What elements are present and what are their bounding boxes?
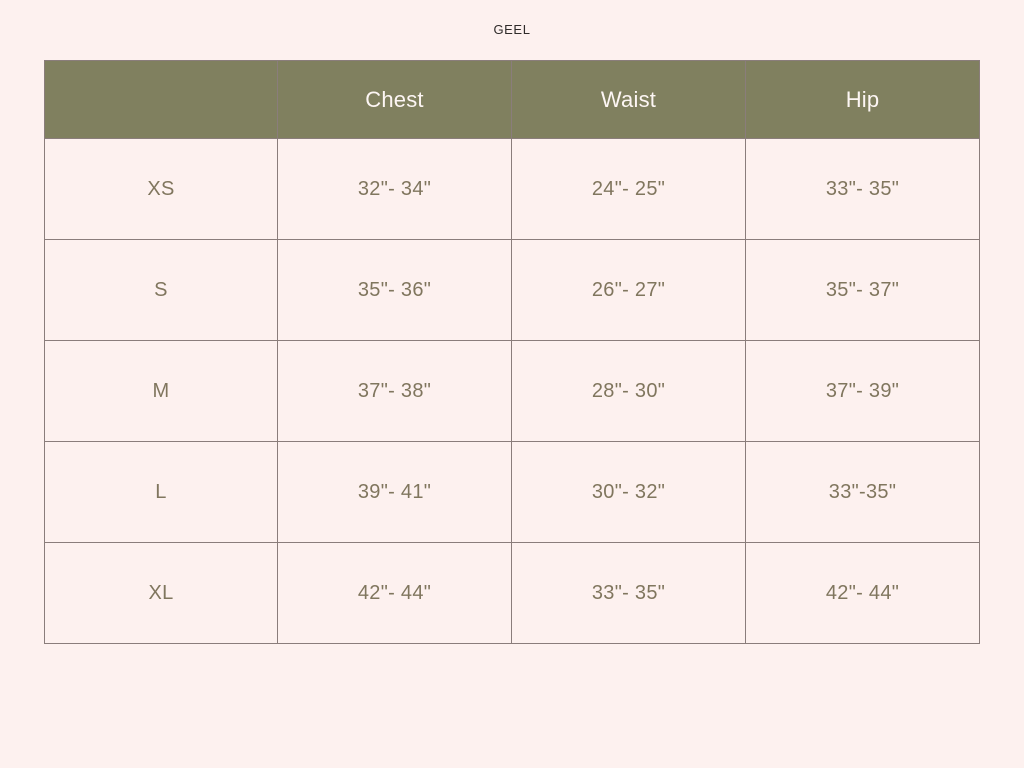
cell-chest: 32"- 34" bbox=[277, 138, 512, 240]
table-body: XS 32"- 34" 24"- 25" 33"- 35" S 35"- 36"… bbox=[44, 138, 980, 644]
cell-hip: 42"- 44" bbox=[745, 542, 980, 644]
column-header-hip: Hip bbox=[745, 60, 980, 139]
cell-waist: 30"- 32" bbox=[511, 441, 746, 543]
cell-size: L bbox=[44, 441, 278, 543]
size-chart-table: Chest Waist Hip XS 32"- 34" 24"- 25" 33"… bbox=[44, 60, 980, 644]
cell-size: XS bbox=[44, 138, 278, 240]
cell-waist: 33"- 35" bbox=[511, 542, 746, 644]
cell-hip: 33"- 35" bbox=[745, 138, 980, 240]
cell-chest: 37"- 38" bbox=[277, 340, 512, 442]
table-row: XL 42"- 44" 33"- 35" 42"- 44" bbox=[44, 542, 980, 644]
cell-hip: 37"- 39" bbox=[745, 340, 980, 442]
cell-hip: 35"- 37" bbox=[745, 239, 980, 341]
cell-waist: 24"- 25" bbox=[511, 138, 746, 240]
cell-waist: 26"- 27" bbox=[511, 239, 746, 341]
column-header-size bbox=[44, 60, 278, 139]
column-header-chest: Chest bbox=[277, 60, 512, 139]
size-chart-container: Chest Waist Hip XS 32"- 34" 24"- 25" 33"… bbox=[44, 60, 980, 644]
cell-chest: 42"- 44" bbox=[277, 542, 512, 644]
table-row: XS 32"- 34" 24"- 25" 33"- 35" bbox=[44, 138, 980, 240]
table-header-row: Chest Waist Hip bbox=[44, 60, 980, 139]
cell-chest: 39"- 41" bbox=[277, 441, 512, 543]
cell-size: M bbox=[44, 340, 278, 442]
cell-hip: 33"-35" bbox=[745, 441, 980, 543]
table-row: M 37"- 38" 28"- 30" 37"- 39" bbox=[44, 340, 980, 442]
cell-chest: 35"- 36" bbox=[277, 239, 512, 341]
table-row: S 35"- 36" 26"- 27" 35"- 37" bbox=[44, 239, 980, 341]
cell-size: XL bbox=[44, 542, 278, 644]
table-header: Chest Waist Hip bbox=[44, 60, 980, 139]
table-row: L 39"- 41" 30"- 32" 33"-35" bbox=[44, 441, 980, 543]
page-title: GEEL bbox=[493, 22, 531, 37]
cell-size: S bbox=[44, 239, 278, 341]
cell-waist: 28"- 30" bbox=[511, 340, 746, 442]
column-header-waist: Waist bbox=[511, 60, 746, 139]
